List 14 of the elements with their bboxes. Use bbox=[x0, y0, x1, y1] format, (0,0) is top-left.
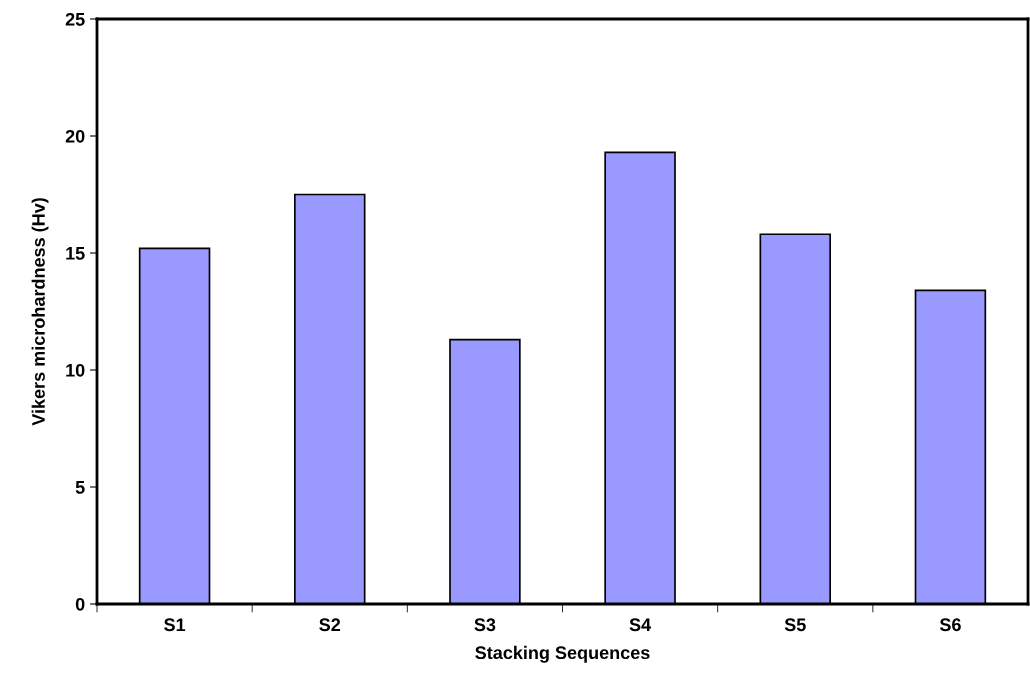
x-tick-label: S3 bbox=[474, 618, 496, 632]
y-tick-label: 20 bbox=[65, 129, 85, 143]
x-tick-label: S4 bbox=[629, 618, 652, 632]
y-tick-label: 15 bbox=[66, 247, 85, 260]
y-tick-label: 25 bbox=[65, 12, 85, 26]
x-tick-label: S5 bbox=[784, 618, 806, 632]
y-tick-label: 0 bbox=[75, 597, 85, 611]
x-axis-title: Stacking Sequences bbox=[475, 645, 650, 663]
y-axis-title: Vikers microhardness (Hv) bbox=[31, 198, 49, 426]
x-tick-label: S1 bbox=[164, 618, 186, 632]
x-tick-label: S6 bbox=[939, 618, 961, 632]
y-tick-label: 5 bbox=[75, 481, 85, 494]
x-tick-label: S2 bbox=[319, 618, 341, 632]
y-tick-label: 10 bbox=[66, 363, 85, 377]
